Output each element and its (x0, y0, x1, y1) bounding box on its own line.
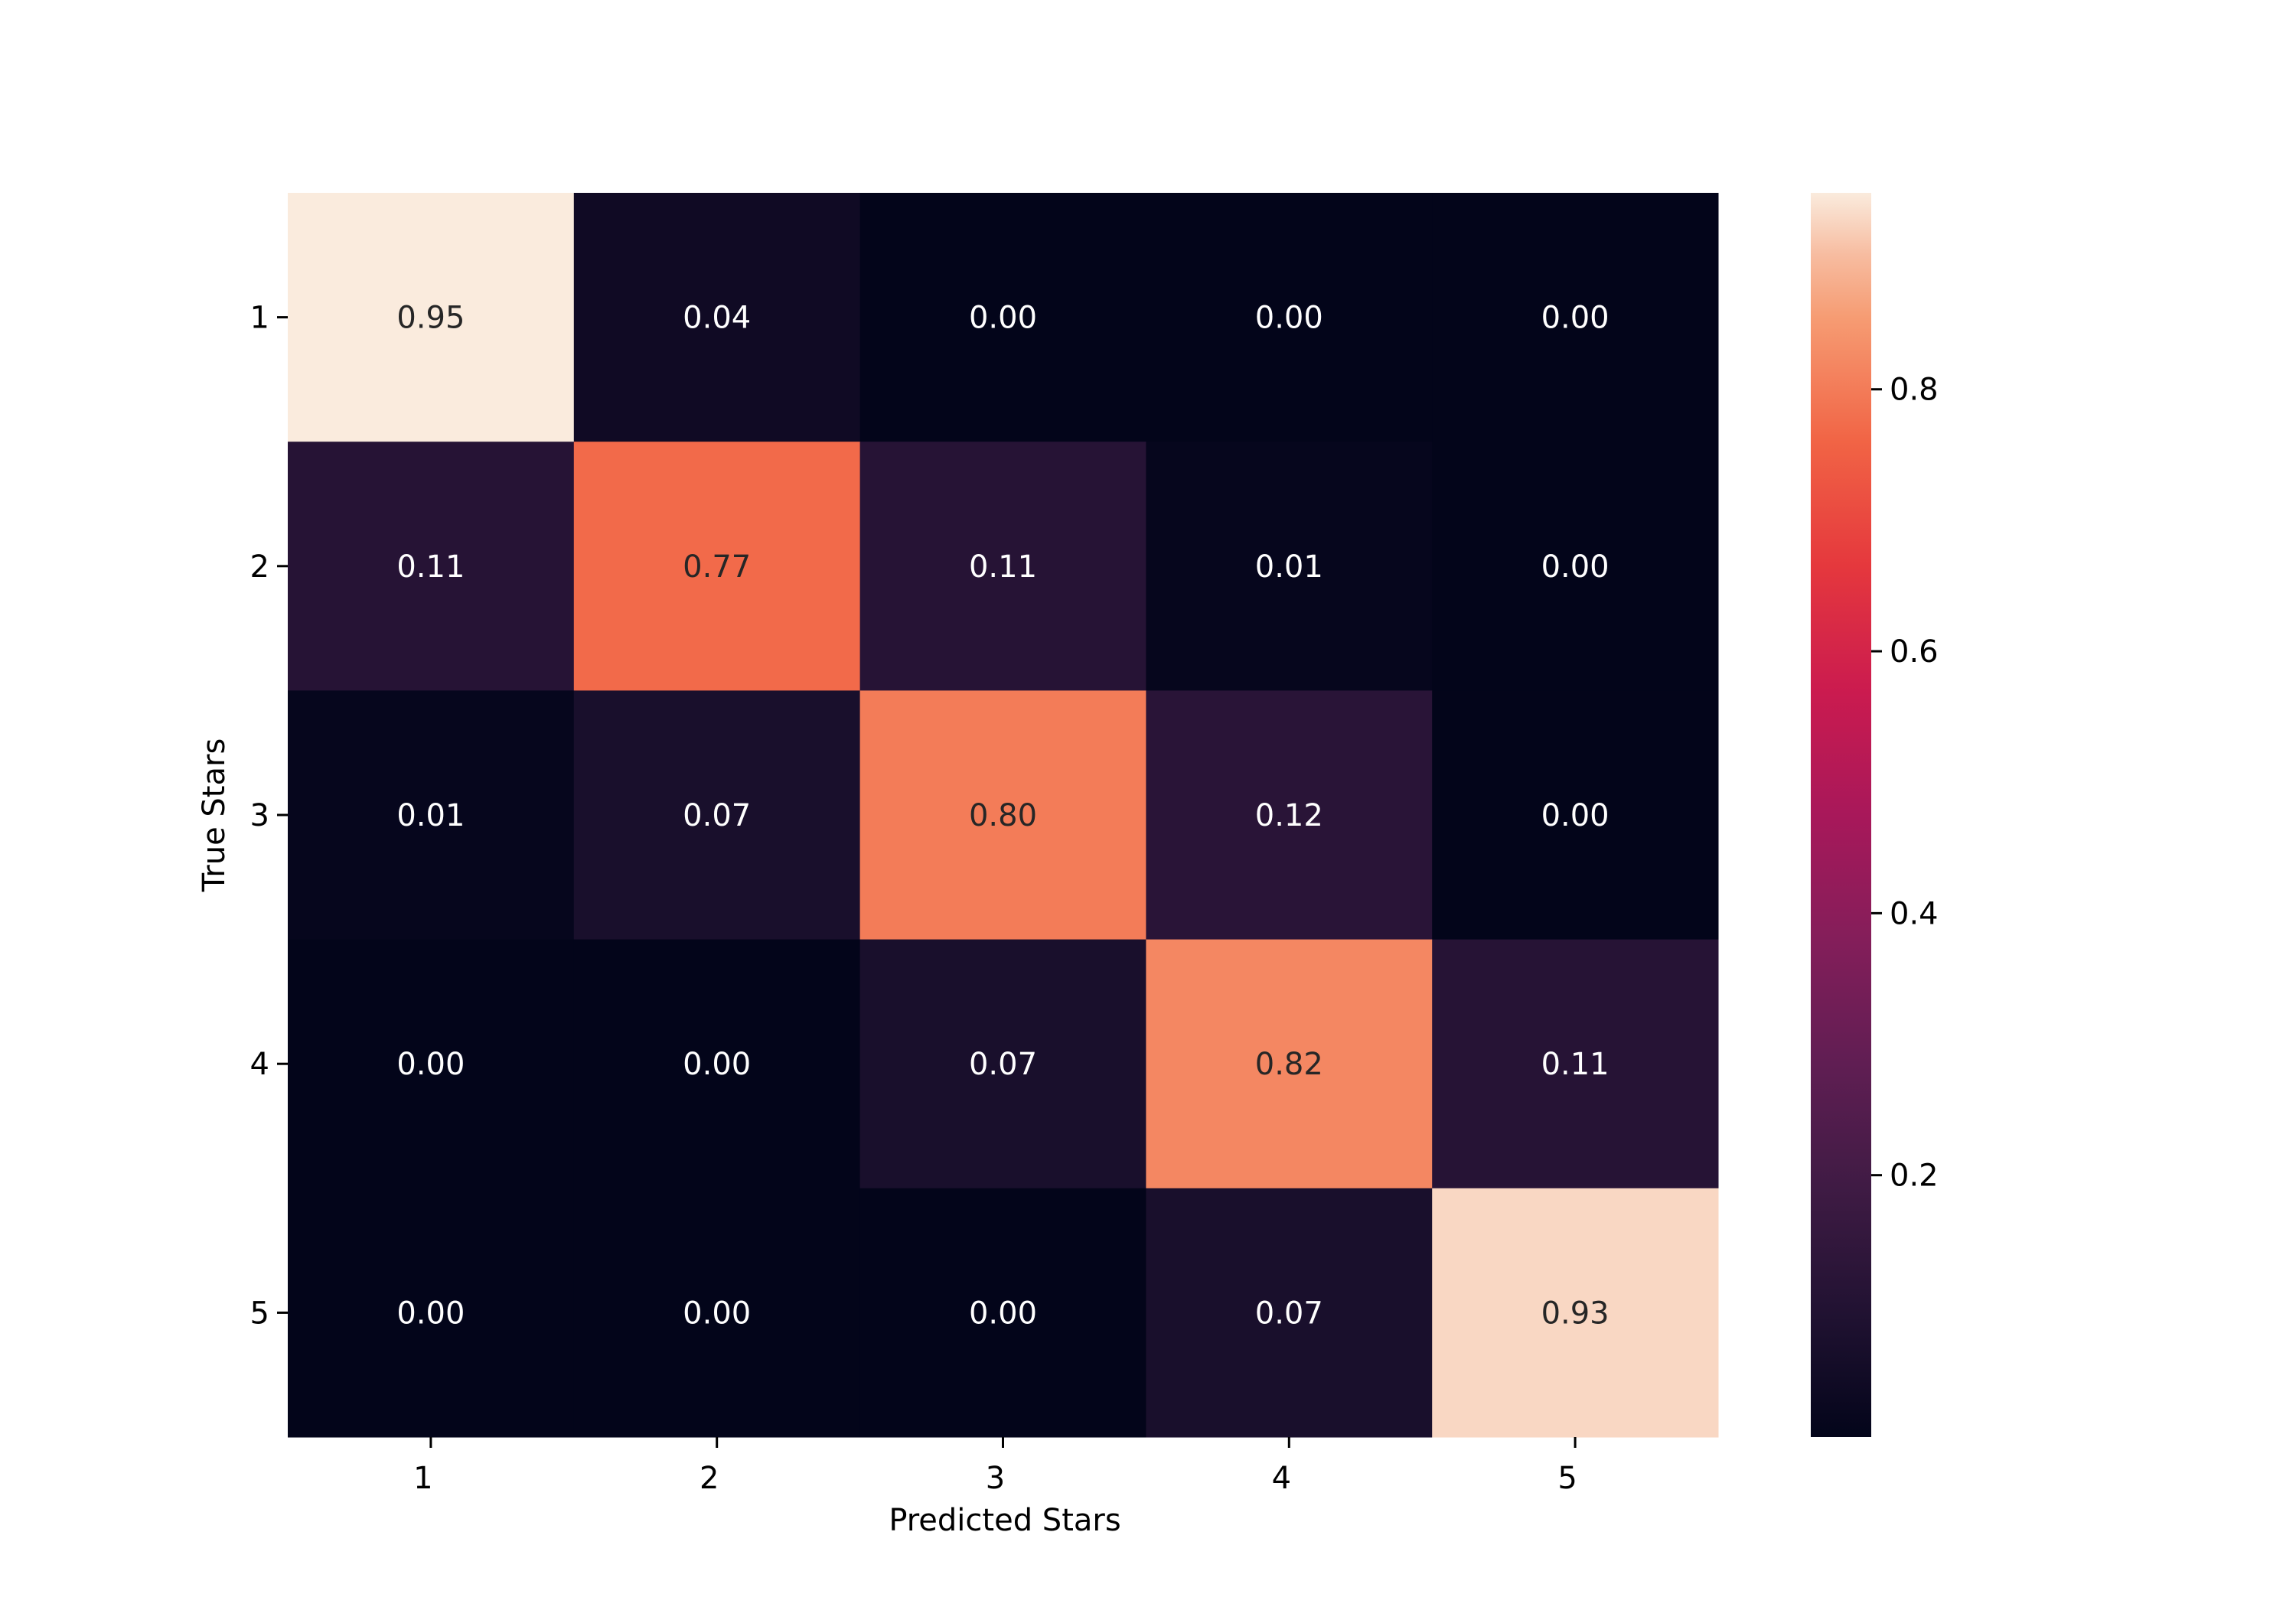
heatmap-cell-r1-c3 (859, 193, 1146, 442)
heatmap-cells (288, 193, 1719, 1438)
cell-value-r5-c4: 0.07 (1255, 1296, 1323, 1331)
cell-value-r1-c2: 0.04 (683, 301, 751, 336)
colorbar-ticks: 0.2 0.4 0.6 0.8 (1871, 373, 1939, 1194)
cell-value-r2-c5: 0.00 (1541, 549, 1609, 585)
colorbar: 0.2 0.4 0.6 0.8 (1811, 193, 1939, 1437)
y-axis-ticks: 1 2 3 4 5 (250, 301, 288, 1331)
x-axis-label: Predicted Stars (889, 1503, 1120, 1538)
y-tick-label: 2 (250, 549, 269, 585)
y-tick-label: 5 (250, 1296, 269, 1331)
heatmap-cell-r3-c1 (288, 690, 575, 940)
heatmap-cell-labels: 0.95 0.04 0.00 0.00 0.00 0.11 0.77 0.11 0.01 0.00… (396, 301, 1609, 1332)
heatmap-cell-r4-c2 (573, 939, 861, 1189)
cell-value-r2-c2: 0.77 (683, 549, 751, 585)
cell-value-r2-c1: 0.11 (396, 549, 465, 585)
heatmap-cell-r5-c1 (288, 1188, 575, 1438)
heatmap-cell-r3-c2 (573, 690, 861, 940)
heatmap-cell-r2-c2 (573, 442, 861, 691)
heatmap-cell-r4-c1 (288, 939, 575, 1189)
heatmap-cell-r2-c1 (288, 442, 575, 691)
y-tick-label: 1 (250, 301, 269, 336)
cell-value-r4-c5: 0.11 (1541, 1047, 1609, 1082)
heatmap-cell-r4-c4 (1146, 939, 1433, 1189)
y-axis-label: True Stars (197, 738, 232, 893)
cell-value-r1-c4: 0.00 (1255, 301, 1323, 336)
heatmap-cell-r2-c4 (1146, 442, 1433, 691)
x-tick-label: 4 (1272, 1461, 1291, 1496)
cell-value-r4-c4: 0.82 (1255, 1047, 1323, 1082)
cell-value-r3-c2: 0.07 (683, 798, 751, 833)
cell-value-r5-c1: 0.00 (396, 1296, 465, 1331)
heatmap-cell-r4-c5 (1432, 939, 1719, 1189)
x-axis-ticks: 1 2 3 4 5 (413, 1437, 1577, 1496)
x-tick-label: 5 (1557, 1461, 1577, 1496)
heatmap-cell-r4-c3 (859, 939, 1146, 1189)
cell-value-r1-c5: 0.00 (1541, 301, 1609, 336)
heatmap-cell-r3-c3 (859, 690, 1146, 940)
heatmap-cell-r3-c5 (1432, 690, 1719, 940)
colorbar-tick-label: 0.8 (1890, 373, 1939, 408)
heatmap-cell-r5-c2 (573, 1188, 861, 1438)
cell-value-r5-c3: 0.00 (969, 1296, 1037, 1331)
x-tick-label: 2 (700, 1461, 719, 1496)
cell-value-r5-c2: 0.00 (683, 1296, 751, 1331)
cell-value-r4-c1: 0.00 (396, 1047, 465, 1082)
cell-value-r3-c5: 0.00 (1541, 798, 1609, 833)
heatmap-cell-r3-c4 (1146, 690, 1433, 940)
cell-value-r1-c3: 0.00 (969, 301, 1037, 336)
heatmap-cell-r1-c1 (288, 193, 575, 442)
heatmap-cell-r1-c2 (573, 193, 861, 442)
cell-value-r4-c3: 0.07 (969, 1047, 1037, 1082)
heatmap-cell-r2-c5 (1432, 442, 1719, 691)
y-tick-label: 4 (250, 1047, 269, 1082)
x-tick-label: 1 (413, 1461, 432, 1496)
colorbar-tick-label: 0.4 (1890, 896, 1939, 931)
heatmap-cell-r2-c3 (859, 442, 1146, 691)
heatmap-cell-r5-c3 (859, 1188, 1146, 1438)
heatmap-cell-r5-c4 (1146, 1188, 1433, 1438)
heatmap-cell-r1-c5 (1432, 193, 1719, 442)
heatmap-cell-r1-c4 (1146, 193, 1433, 442)
cell-value-r4-c2: 0.00 (683, 1047, 751, 1082)
colorbar-tick-label: 0.6 (1890, 634, 1939, 670)
colorbar-gradient (1811, 193, 1871, 1437)
cell-value-r5-c5: 0.93 (1541, 1296, 1609, 1331)
cell-value-r3-c4: 0.12 (1255, 798, 1323, 833)
cell-value-r2-c3: 0.11 (969, 549, 1037, 585)
cell-value-r3-c1: 0.01 (396, 798, 465, 833)
cell-value-r2-c4: 0.01 (1255, 549, 1323, 585)
heatmap-cell-r5-c5 (1432, 1188, 1719, 1438)
cell-value-r3-c3: 0.80 (969, 798, 1037, 833)
y-tick-label: 3 (250, 798, 269, 833)
x-tick-label: 3 (986, 1461, 1005, 1496)
colorbar-tick-label: 0.2 (1890, 1159, 1939, 1194)
cell-value-r1-c1: 0.95 (396, 301, 465, 336)
